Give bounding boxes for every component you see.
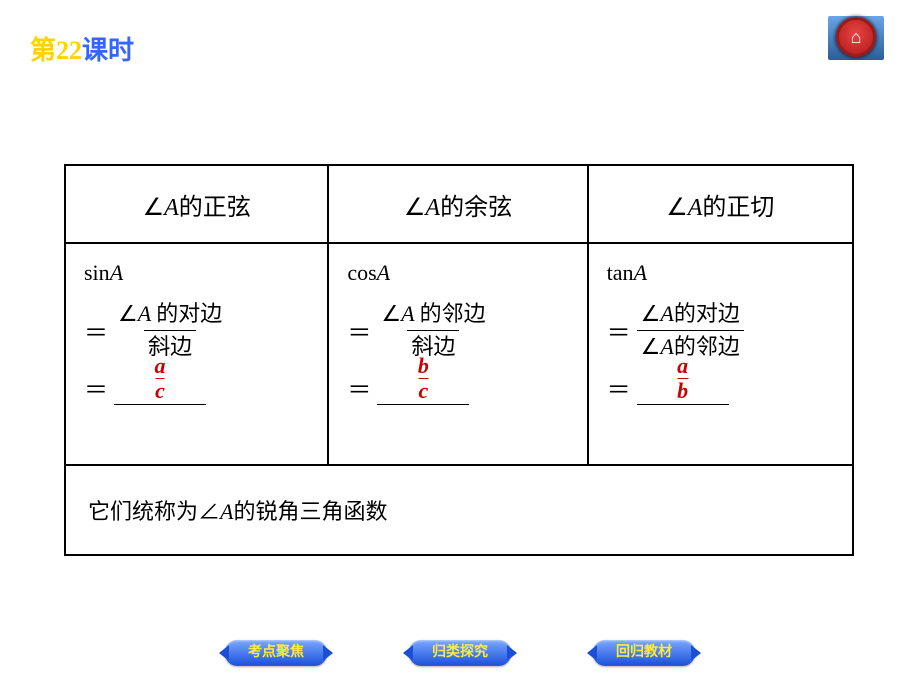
cos-answer-row: ＝ b c [347, 370, 568, 405]
table-footer-row: 它们统称为∠A的锐角三角函数 [65, 465, 853, 555]
nav-textbook-button[interactable]: 回归教材 [593, 640, 695, 666]
title-prefix: 第 [30, 36, 56, 65]
cell-cos: cosA ＝ ∠A 的邻边 斜边 ＝ b c [328, 243, 587, 465]
nav-focus-button[interactable]: 考点聚焦 [225, 640, 327, 666]
home-icon: ⌂ [851, 28, 862, 46]
sin-blank: a c [114, 371, 206, 405]
cos-answer: b c [418, 355, 429, 402]
cell-sin: sinA ＝ ∠A 的对边 斜边 ＝ a c [65, 243, 328, 465]
home-button-ring: ⌂ [836, 17, 876, 57]
tan-answer-row: ＝ a b [607, 370, 834, 405]
header-cos: ∠A的余弦 [328, 165, 587, 243]
tan-label: tanA [607, 260, 834, 286]
sin-answer: a c [155, 355, 166, 402]
sin-answer-row: ＝ a c [84, 370, 309, 405]
tan-blank: a b [637, 371, 729, 405]
bottom-nav: 考点聚焦 归类探究 回归教材 [0, 640, 920, 666]
title-suffix: 课时 [82, 36, 134, 65]
footer-summary: 它们统称为∠A的锐角三角函数 [65, 465, 853, 555]
tan-definition: ＝ ∠A的对边 ∠A的邻边 [607, 300, 834, 360]
home-button[interactable]: ⌂ [828, 16, 884, 60]
table-body-row: sinA ＝ ∠A 的对边 斜边 ＝ a c [65, 243, 853, 465]
cell-tan: tanA ＝ ∠A的对边 ∠A的邻边 ＝ a b [588, 243, 853, 465]
trig-functions-table: ∠A的正弦 ∠A的余弦 ∠A的正切 sinA ＝ ∠A 的对边 斜边 ＝ [64, 164, 854, 556]
header-sin: ∠A的正弦 [65, 165, 328, 243]
cos-blank: b c [377, 371, 469, 405]
tan-answer: a b [677, 355, 688, 402]
cos-label: cosA [347, 260, 568, 286]
lesson-title: 第22课时 [30, 30, 134, 67]
nav-classify-button[interactable]: 归类探究 [409, 640, 511, 666]
title-number: 22 [56, 36, 82, 65]
cos-definition: ＝ ∠A 的邻边 斜边 [347, 300, 568, 360]
sin-definition: ＝ ∠A 的对边 斜边 [84, 300, 309, 360]
table-header-row: ∠A的正弦 ∠A的余弦 ∠A的正切 [65, 165, 853, 243]
header-tan: ∠A的正切 [588, 165, 853, 243]
sin-label: sinA [84, 260, 309, 286]
